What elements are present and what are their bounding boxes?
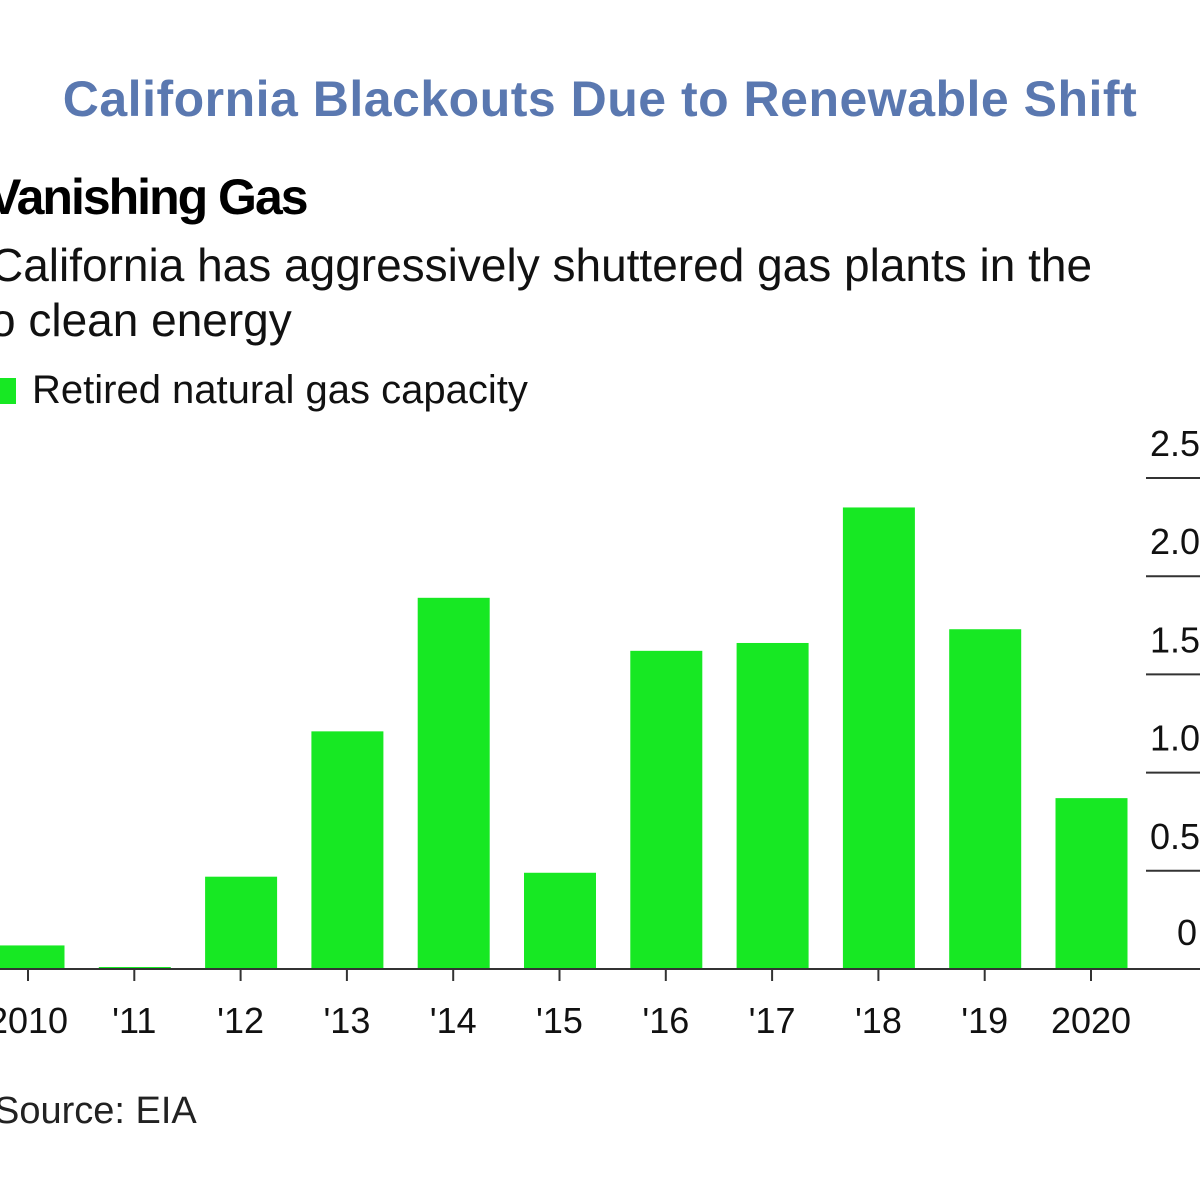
bar-10 [949, 629, 1022, 969]
chart-subtitle: California has aggressively shuttered ga… [0, 238, 1200, 348]
source-note: Source: EIA [0, 1090, 197, 1132]
y-tick-label: 1.0 [1150, 718, 1200, 759]
bar-6 [524, 872, 596, 969]
x-tick-label: '11 [112, 1000, 156, 1041]
x-tick-label: '14 [430, 1000, 477, 1041]
bar-3 [205, 876, 278, 969]
x-tick-label: '19 [961, 1000, 1008, 1041]
x-tick-label: '15 [536, 1000, 583, 1041]
y-tick-label: 0.5 [1150, 816, 1200, 857]
x-tick-label: '12 [217, 1000, 264, 1041]
y-tick-label: 2.0 [1150, 521, 1200, 562]
y-tick-label: 1.5 [1150, 619, 1200, 660]
x-tick-label: 2010 [0, 1000, 68, 1041]
x-tick-label: '18 [855, 1000, 902, 1041]
x-tick-label: 2020 [1051, 1000, 1131, 1041]
chart-legend: Retired natural gas capacity [0, 368, 528, 413]
page-header-title: California Blackouts Due to Renewable Sh… [62, 71, 1138, 127]
legend-label: Retired natural gas capacity [32, 368, 528, 412]
bar-4 [311, 731, 384, 969]
x-tick-label: '16 [642, 1000, 689, 1041]
chart-title: Vanishing Gas [0, 169, 309, 225]
x-tick-label: '17 [749, 1000, 796, 1041]
bar-8 [736, 642, 809, 969]
chart-subtitle-line-2: o clean energy [0, 294, 292, 346]
chart-subtitle-line-1: California has aggressively shuttered ga… [0, 239, 1093, 291]
bar-5 [417, 597, 490, 969]
y-tick-label: 0 [1177, 912, 1197, 953]
x-tick-label: '13 [323, 1000, 370, 1041]
y-tick-label: 2.5 [1150, 423, 1200, 464]
legend-swatch-icon [0, 377, 16, 404]
bar-1 [0, 945, 65, 969]
bar-11 [1055, 798, 1128, 969]
bar-7 [630, 650, 703, 969]
bar-9 [842, 507, 915, 969]
